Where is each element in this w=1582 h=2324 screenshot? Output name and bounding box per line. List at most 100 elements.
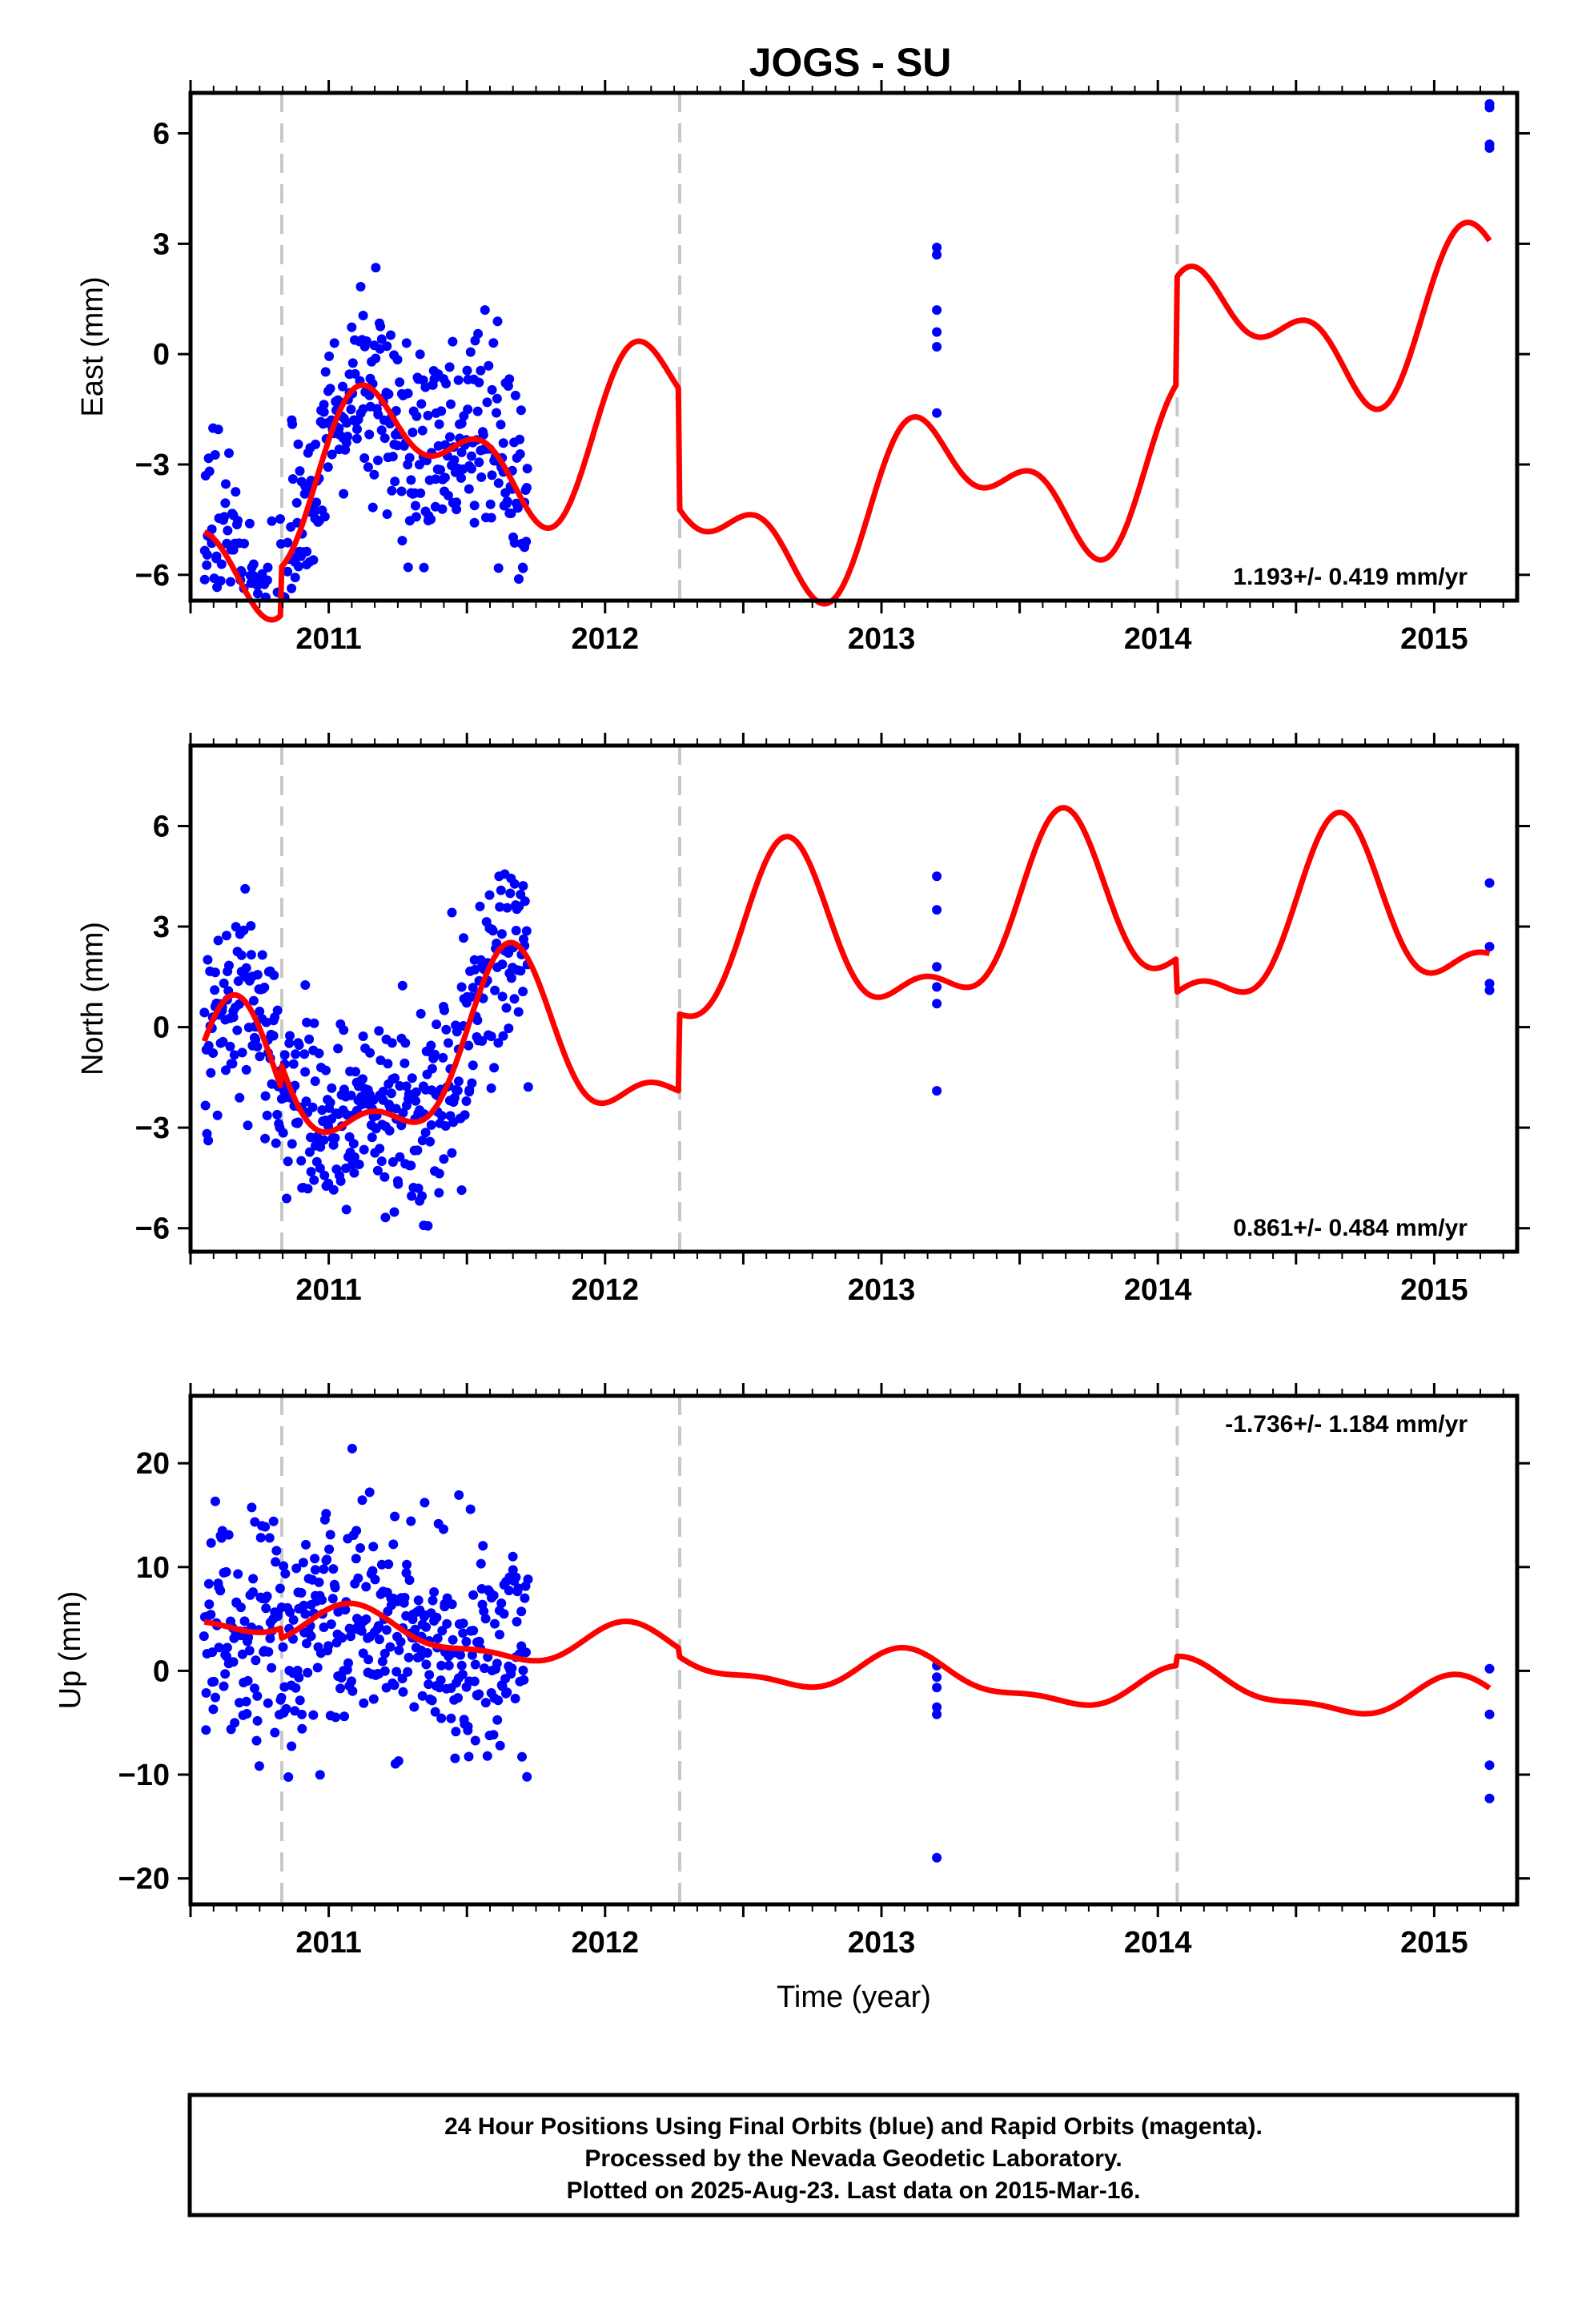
data-point [222,931,231,941]
data-point [302,483,312,493]
data-point [237,1649,247,1659]
data-point [420,1128,431,1138]
data-point [476,365,486,376]
data-point [390,1511,400,1522]
data-point [297,1723,307,1734]
data-point [513,1583,524,1594]
data-point [448,336,458,347]
data-point [379,1666,390,1676]
plot-frame [188,90,1520,603]
data-point [348,1139,359,1149]
data-point [452,1027,462,1037]
data-point [233,1569,243,1579]
data-point [436,1713,447,1723]
y-tick-label: −10 [118,1759,170,1792]
y-tick-label: 0 [153,338,170,372]
data-point [376,1156,387,1166]
data-point [347,358,358,368]
y-tick-label: −20 [118,1863,170,1896]
data-point [444,1660,454,1671]
data-point [206,1610,216,1620]
data-point [387,1038,397,1048]
data-point [464,1087,475,1097]
data-point [231,922,241,932]
data-point [464,1040,474,1051]
data-point [436,1111,447,1121]
data-point [372,1165,383,1176]
data-point [306,1631,316,1642]
data-point [495,1740,505,1751]
data-point [492,316,503,327]
data-point [439,1524,448,1534]
data-point [374,1621,383,1631]
x-tick-label: 2012 [572,1926,640,1960]
data-point [319,1170,330,1180]
x-tick-label: 2013 [848,1926,916,1960]
data-point [383,1059,393,1069]
data-point [493,563,504,573]
data-point [384,1125,395,1136]
data-point [323,1178,334,1188]
data-point [355,282,366,292]
data-point [210,1496,220,1506]
data-point [351,1067,360,1077]
data-point [464,484,474,494]
data-point [244,518,255,529]
data-point [315,1770,325,1780]
data-point [291,497,302,508]
data-point [301,1539,311,1550]
data-point [447,1599,457,1610]
data-point [456,472,466,483]
data-point [470,1735,480,1746]
data-point [347,1676,356,1687]
data-point [359,1144,369,1155]
data-point [259,983,270,992]
data-point [478,1541,488,1551]
data-point [484,890,495,900]
data-point [401,338,412,348]
data-point [239,538,249,549]
data-point [521,1647,531,1658]
data-point [374,1634,384,1645]
data-point [207,524,217,534]
data-point [440,472,450,483]
data-point [252,1691,263,1701]
data-point [291,1049,301,1059]
data-point [206,1538,216,1548]
data-point [504,1023,514,1034]
data-point [932,1683,942,1693]
data-point [262,1591,272,1602]
data-point [248,1574,259,1584]
x-tick-label: 2014 [1124,622,1192,656]
data-point [497,991,508,1002]
data-point [322,1554,332,1565]
data-point [463,404,473,415]
data-point [200,1100,211,1111]
data-point [521,926,532,936]
data-point [331,1712,341,1723]
data-point [373,455,383,465]
data-point [512,1617,522,1626]
data-point [315,1163,325,1173]
data-point [335,1683,345,1694]
data-point [367,1132,377,1143]
data-point [465,1504,476,1514]
data-point [518,881,528,891]
data-point [434,419,444,429]
data-point [486,513,496,523]
data-point [251,1655,261,1666]
data-point [458,1618,468,1629]
data-point [476,1558,486,1569]
data-point [470,1659,480,1670]
data-point [260,1133,271,1144]
data-point [296,1156,307,1166]
data-point [327,1083,337,1093]
data-point [411,1096,421,1106]
data-point [502,497,512,506]
data-point [290,573,300,583]
data-point [412,411,422,421]
data-point [516,405,526,416]
data-point [199,1007,210,1018]
data-point [243,1632,254,1642]
